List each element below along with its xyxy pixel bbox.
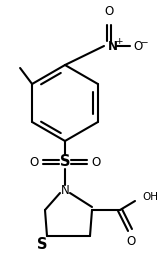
Text: O: O bbox=[126, 235, 136, 248]
Text: O: O bbox=[30, 155, 39, 168]
Text: N: N bbox=[61, 183, 69, 197]
Text: +: + bbox=[115, 36, 123, 46]
Text: O: O bbox=[91, 155, 100, 168]
Text: S: S bbox=[60, 155, 70, 170]
Text: OH: OH bbox=[142, 192, 158, 202]
Text: S: S bbox=[37, 237, 47, 252]
Text: O: O bbox=[104, 5, 114, 18]
Text: −: − bbox=[140, 38, 148, 46]
Text: N: N bbox=[108, 39, 118, 53]
Text: O: O bbox=[133, 39, 142, 53]
